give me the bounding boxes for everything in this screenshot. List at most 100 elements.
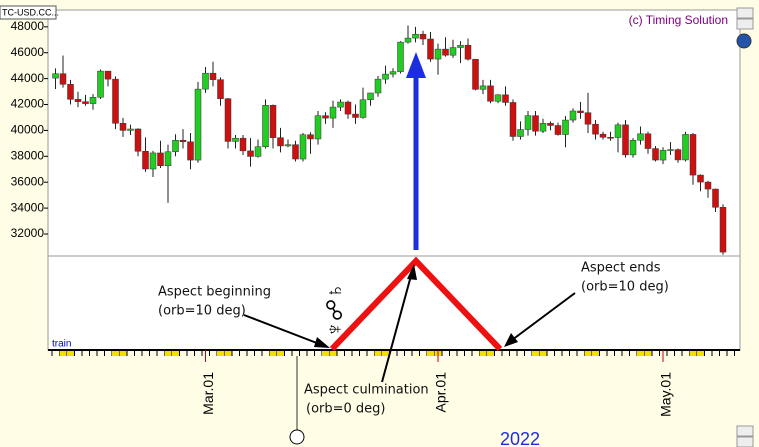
panel-label: train bbox=[52, 339, 71, 350]
candle-body bbox=[457, 44, 464, 48]
annotation-arrowhead bbox=[314, 337, 330, 348]
candle-body bbox=[284, 144, 292, 147]
scroll-down[interactable] bbox=[736, 18, 754, 30]
candle-body bbox=[262, 105, 269, 147]
candle-body bbox=[479, 85, 487, 90]
candle-body bbox=[629, 140, 637, 156]
candle-body bbox=[614, 124, 622, 138]
ruler-block bbox=[224, 351, 232, 356]
candle-body bbox=[532, 115, 539, 132]
ruler-block bbox=[329, 351, 337, 356]
culmination-arrowhead bbox=[406, 52, 426, 78]
candle-body bbox=[254, 146, 262, 157]
candle-body bbox=[704, 181, 712, 190]
candle-body bbox=[577, 110, 584, 113]
candle-body bbox=[217, 79, 224, 99]
candle-body bbox=[434, 48, 442, 60]
candle-body bbox=[442, 48, 449, 56]
credit: (c) Timing Solution bbox=[629, 13, 728, 27]
candle-body bbox=[232, 137, 239, 142]
ruler-block bbox=[119, 351, 127, 356]
candle-body bbox=[592, 123, 599, 135]
ruler-block bbox=[427, 351, 435, 356]
candle-body bbox=[412, 33, 419, 39]
candle-body bbox=[659, 149, 667, 161]
scroll-up[interactable] bbox=[736, 7, 754, 19]
candle-body bbox=[224, 98, 232, 142]
candle-body bbox=[329, 106, 337, 119]
candle-body bbox=[97, 70, 104, 98]
x-tick-label: Mar.01 bbox=[200, 372, 216, 415]
candle-body bbox=[374, 78, 382, 94]
annotation-arrow bbox=[511, 292, 576, 341]
candle-body bbox=[622, 124, 629, 156]
annotation-arrow bbox=[243, 314, 323, 346]
candle-body bbox=[674, 149, 682, 161]
candle-body bbox=[89, 97, 97, 104]
candle-body bbox=[554, 125, 562, 135]
candle-body bbox=[112, 78, 119, 124]
candle-body bbox=[52, 73, 59, 79]
y-tick-label: 34000 bbox=[11, 200, 45, 214]
candle-body bbox=[277, 137, 284, 147]
ruler-block bbox=[374, 351, 382, 356]
candle-body bbox=[337, 101, 344, 108]
ruler-block bbox=[539, 351, 547, 356]
globe-icon[interactable] bbox=[736, 33, 752, 49]
ruler-block bbox=[277, 351, 285, 356]
candle-body bbox=[164, 151, 172, 167]
scroll-buttons[interactable] bbox=[736, 7, 754, 447]
ruler-block bbox=[487, 351, 495, 356]
ruler-block bbox=[217, 351, 225, 356]
candle-body bbox=[667, 149, 674, 151]
ruler-block bbox=[592, 351, 600, 356]
candle-body bbox=[509, 102, 517, 137]
ruler-block bbox=[689, 351, 697, 356]
candle-body bbox=[239, 137, 247, 152]
candle-body bbox=[547, 123, 554, 126]
y-tick-label: 44000 bbox=[11, 71, 45, 85]
candle-body bbox=[187, 141, 194, 161]
aspect-glyph: ♆☍♄ bbox=[322, 282, 347, 337]
candle-body bbox=[689, 134, 697, 176]
annotation: (orb=10 deg) bbox=[158, 304, 246, 319]
ruler-block bbox=[172, 351, 180, 356]
y-tick-label: 32000 bbox=[11, 226, 45, 240]
candle-body bbox=[464, 44, 472, 60]
ruler-block bbox=[479, 351, 487, 356]
candle-body bbox=[599, 133, 607, 138]
candle-body bbox=[352, 113, 359, 118]
candle-body bbox=[59, 73, 67, 85]
candle-body bbox=[682, 134, 689, 161]
scroll-down-bottom[interactable] bbox=[736, 436, 754, 447]
candle-body bbox=[209, 72, 217, 80]
candle-body bbox=[524, 115, 532, 130]
candle-body bbox=[142, 151, 149, 170]
candle-body bbox=[344, 101, 352, 115]
candle-body bbox=[494, 94, 502, 102]
ruler-block bbox=[584, 351, 592, 356]
candle-body bbox=[322, 115, 329, 119]
candle-body bbox=[644, 133, 652, 149]
candle-body bbox=[314, 115, 322, 140]
candle-body bbox=[419, 33, 427, 40]
y-tick-label: 48000 bbox=[11, 19, 45, 33]
x-tick-label: Apr.01 bbox=[433, 372, 449, 413]
candle-body bbox=[74, 99, 82, 102]
candle-body bbox=[569, 110, 577, 121]
candle-body bbox=[719, 207, 727, 253]
x-tick-label: May.01 bbox=[658, 372, 674, 417]
candle-body bbox=[149, 152, 157, 170]
annotation-arrowhead bbox=[407, 264, 417, 280]
scroll-up-bottom[interactable] bbox=[736, 425, 754, 437]
annotation-arrowhead bbox=[504, 333, 518, 347]
annotation: (orb=0 deg) bbox=[306, 402, 386, 417]
candle-body bbox=[179, 140, 187, 143]
candle-body bbox=[292, 144, 299, 160]
candle-body bbox=[637, 133, 644, 141]
symbol-box bbox=[0, 5, 57, 20]
candle-body bbox=[449, 47, 457, 56]
y-tick-label: 36000 bbox=[11, 174, 45, 188]
